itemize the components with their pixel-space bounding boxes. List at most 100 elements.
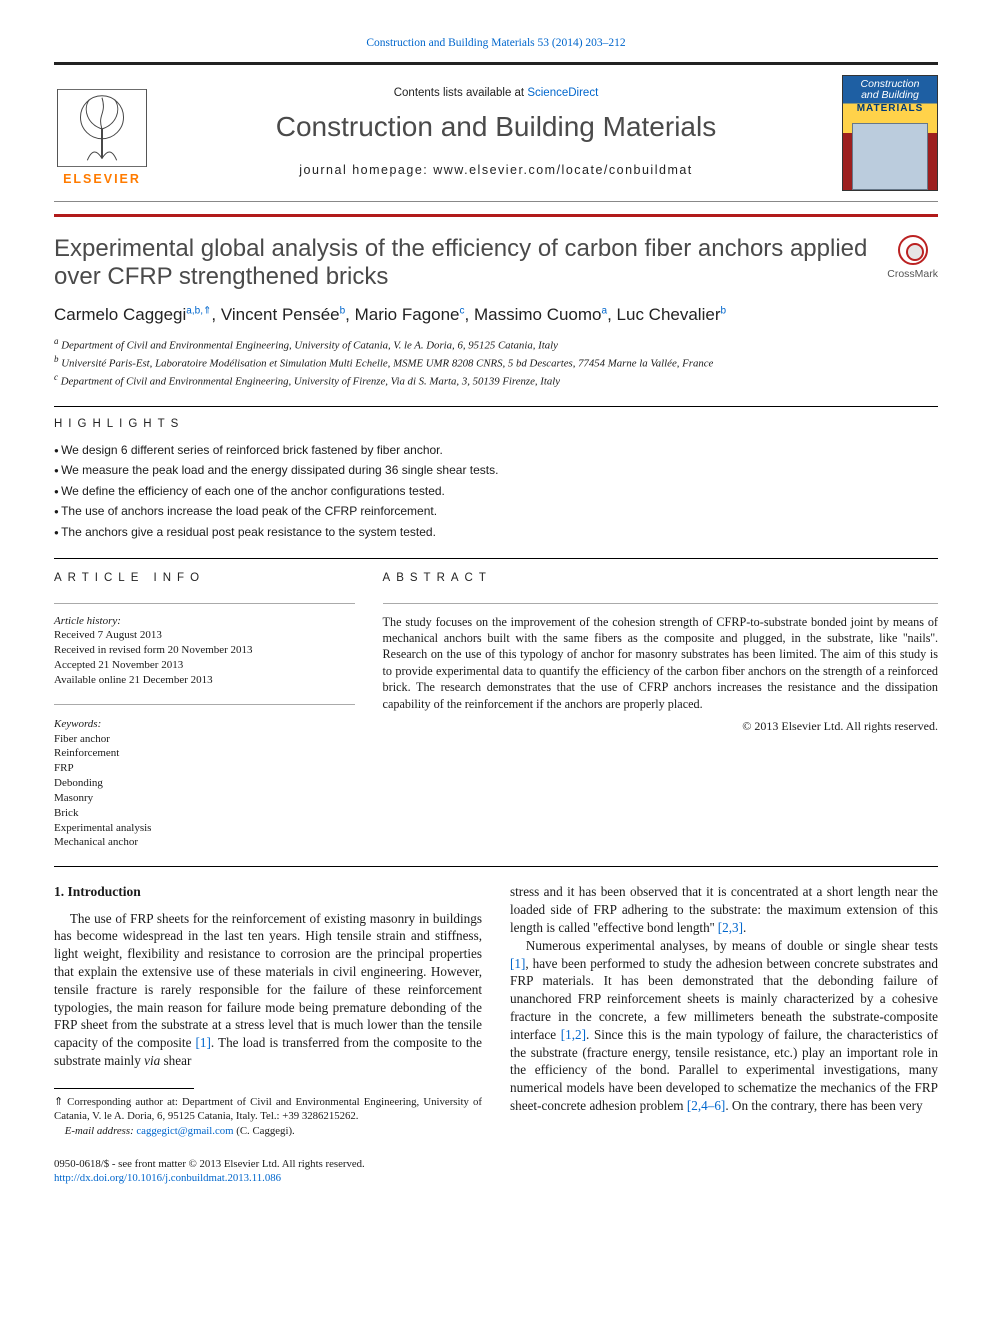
divider-thin	[383, 603, 938, 604]
article-title: Experimental global analysis of the effi…	[54, 235, 869, 293]
masthead: ELSEVIER Contents lists available at Sci…	[54, 62, 938, 202]
front-matter-line: 0950-0618/$ - see front matter © 2013 El…	[54, 1157, 938, 1186]
author-5-name: Luc Chevalier	[617, 305, 721, 324]
aff-c-text: Department of Civil and Environmental En…	[61, 376, 560, 388]
author-5-affil-sup: b	[720, 305, 726, 316]
keywords-heading: Keywords:	[54, 717, 355, 732]
author-1-affil-sup: a,b,	[186, 305, 203, 316]
divider-thin	[54, 603, 355, 604]
crossmark-icon	[898, 235, 928, 265]
keyword: Mechanical anchor	[54, 835, 355, 850]
divider	[54, 866, 938, 867]
body-text: shear	[160, 1053, 191, 1068]
elsevier-tree-icon	[57, 89, 147, 167]
abstract: abstract The study focuses on the improv…	[383, 571, 938, 850]
history-line: Received 7 August 2013	[54, 628, 355, 643]
ref-link[interactable]: [2,4–6]	[687, 1098, 725, 1113]
aff-c-key: c	[54, 372, 58, 382]
highlight-item: We define the efficiency of each one of …	[54, 481, 938, 501]
ref-link[interactable]: [1]	[510, 956, 525, 971]
author-3: Mario Fagonec	[355, 305, 465, 324]
author-4-affil-sup: a	[602, 305, 608, 316]
highlights-heading: highlights	[54, 417, 938, 433]
paragraph: Numerous experimental analyses, by means…	[510, 937, 938, 1115]
paragraph: stress and it has been observed that it …	[510, 883, 938, 936]
highlights-list: We design 6 different series of reinforc…	[54, 440, 938, 542]
abstract-heading: abstract	[383, 571, 938, 587]
contents-prefix: Contents lists available at	[394, 87, 528, 99]
running-citation: Construction and Building Materials 53 (…	[54, 36, 938, 52]
keyword: Brick	[54, 806, 355, 821]
ref-link[interactable]: [1]	[196, 1035, 211, 1050]
red-divider	[54, 214, 938, 217]
author-4-name: Massimo Cuomo	[474, 305, 602, 324]
cover-line3: MATERIALS	[857, 102, 924, 116]
keyword: Debonding	[54, 776, 355, 791]
author-1-name: Carmelo Caggegi	[54, 305, 186, 324]
running-citation-link[interactable]: Construction and Building Materials 53 (…	[366, 37, 625, 49]
article-info-heading: article info	[54, 571, 355, 587]
abstract-copyright: © 2013 Elsevier Ltd. All rights reserved…	[383, 718, 938, 734]
highlight-item: We measure the peak load and the energy …	[54, 460, 938, 480]
title-block: Experimental global analysis of the effi…	[54, 235, 938, 293]
doi-link[interactable]: http://dx.doi.org/10.1016/j.conbuildmat.…	[54, 1172, 281, 1184]
affiliation-a: a Department of Civil and Environmental …	[54, 335, 938, 353]
author-2: Vincent Penséeb	[221, 305, 345, 324]
masthead-center: Contents lists available at ScienceDirec…	[168, 86, 824, 178]
email-link[interactable]: caggegict@gmail.com	[136, 1125, 233, 1137]
author-2-affil-sup: b	[340, 305, 346, 316]
sciencedirect-link[interactable]: ScienceDirect	[527, 87, 598, 99]
cover-line2: and Building	[861, 90, 919, 101]
journal-homepage: journal homepage: www.elsevier.com/locat…	[168, 162, 824, 179]
body-text: The use of FRP sheets for the reinforcem…	[54, 911, 482, 1051]
footnote-text: Corresponding author at: Department of C…	[54, 1096, 482, 1123]
divider-thin	[54, 704, 355, 705]
journal-cover-thumb: Construction and Building MATERIALS	[842, 75, 938, 191]
author-5: Luc Chevalierb	[617, 305, 727, 324]
aff-b-text: Université Paris-Est, Laboratoire Modéli…	[61, 358, 713, 370]
keyword: Fiber anchor	[54, 732, 355, 747]
author-3-name: Mario Fagone	[355, 305, 460, 324]
aff-a-text: Department of Civil and Environmental En…	[61, 340, 558, 352]
issn-line: 0950-0618/$ - see front matter © 2013 El…	[54, 1158, 365, 1170]
ref-link[interactable]: [1,2]	[561, 1027, 586, 1042]
corresponding-star-link[interactable]: ⇑	[203, 305, 211, 316]
page: Construction and Building Materials 53 (…	[0, 0, 992, 1226]
author-2-name: Vincent Pensée	[221, 305, 340, 324]
contents-available-line: Contents lists available at ScienceDirec…	[168, 86, 824, 102]
author-4: Massimo Cuomoa	[474, 305, 607, 324]
history-heading: Article history:	[54, 614, 355, 629]
paragraph: The use of FRP sheets for the reinforcem…	[54, 910, 482, 1070]
ref-link[interactable]: [2,3]	[718, 920, 743, 935]
author-3-affil-sup: c	[460, 305, 465, 316]
history-line: Received in revised form 20 November 201…	[54, 643, 355, 658]
author-1: Carmelo Caggegia,b,⇑	[54, 305, 211, 324]
highlight-item: The use of anchors increase the load pea…	[54, 501, 938, 521]
affiliation-c: c Department of Civil and Environmental …	[54, 371, 938, 389]
aff-a-key: a	[54, 336, 59, 346]
crossmark-label: CrossMark	[887, 267, 938, 281]
history-line: Accepted 21 November 2013	[54, 658, 355, 673]
footnote-star-icon: ⇑	[54, 1096, 63, 1108]
body-italic: via	[144, 1053, 160, 1068]
cover-line1: Construction	[861, 79, 920, 90]
article-info: article info Article history: Received 7…	[54, 571, 355, 850]
divider	[54, 558, 938, 559]
aff-b-key: b	[54, 354, 59, 364]
journal-title: Construction and Building Materials	[168, 108, 824, 146]
corresponding-footnote: ⇑ Corresponding author at: Department of…	[54, 1095, 482, 1139]
body-text: . On the contrary, there has been very	[725, 1098, 922, 1113]
elsevier-wordmark: ELSEVIER	[63, 171, 141, 188]
footnote-divider	[54, 1088, 194, 1089]
body-columns: 1. Introduction The use of FRP sheets fo…	[54, 883, 938, 1138]
keyword: Masonry	[54, 791, 355, 806]
highlight-item: The anchors give a residual post peak re…	[54, 522, 938, 542]
email-label: E-mail address:	[65, 1125, 137, 1137]
divider	[54, 406, 938, 407]
crossmark-badge[interactable]: CrossMark	[887, 235, 938, 281]
highlight-item: We design 6 different series of reinforc…	[54, 440, 938, 460]
keyword: Experimental analysis	[54, 821, 355, 836]
keyword: Reinforcement	[54, 746, 355, 761]
cover-image-icon	[852, 123, 927, 189]
body-text: .	[743, 920, 746, 935]
